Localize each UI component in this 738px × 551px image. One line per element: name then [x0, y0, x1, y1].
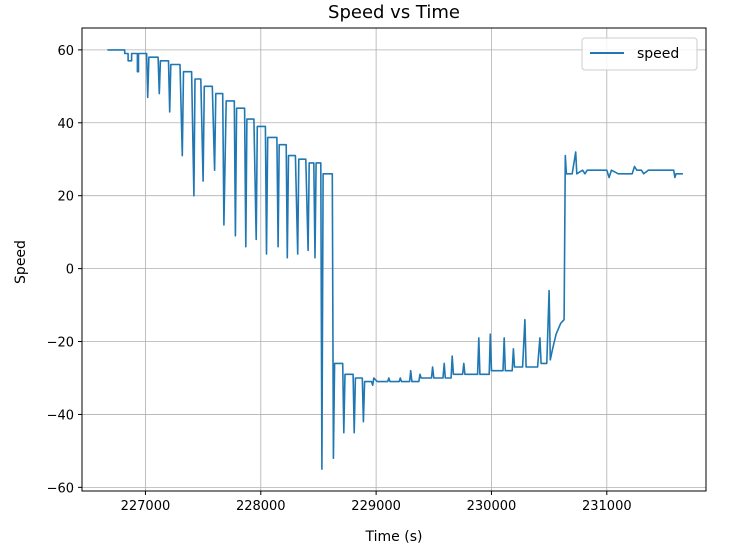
legend-box	[581, 37, 698, 71]
x-tick-label: 231000	[582, 499, 632, 514]
chart-title: Speed vs Time	[328, 2, 460, 23]
grid	[82, 28, 706, 491]
x-tick-label: 227000	[121, 499, 171, 514]
y-tick-label: 40	[57, 117, 74, 132]
plot-frame	[81, 27, 707, 492]
x-axis-label: Time (s)	[365, 529, 423, 545]
x-tick-label: 228000	[236, 499, 286, 514]
series-line-speed	[107, 49, 683, 470]
legend-label-speed: speed	[637, 46, 679, 62]
y-tick-label: 60	[57, 44, 74, 59]
y-axis-label: Speed	[13, 240, 29, 284]
legend: speed	[581, 37, 698, 71]
y-tick-label: 20	[57, 190, 74, 205]
y-tick-label: −60	[47, 481, 74, 496]
x-tick-label: 230000	[467, 499, 517, 514]
x-axis: 227000 228000 229000 230000 231000	[121, 491, 632, 514]
x-tick-label: 229000	[351, 499, 401, 514]
y-axis: −60 −40 −20 0 20 40 60	[47, 44, 82, 496]
y-tick-label: −40	[47, 408, 74, 423]
y-tick-label: 0	[66, 263, 74, 278]
y-tick-label: −20	[47, 336, 74, 351]
series-layer	[107, 49, 683, 470]
